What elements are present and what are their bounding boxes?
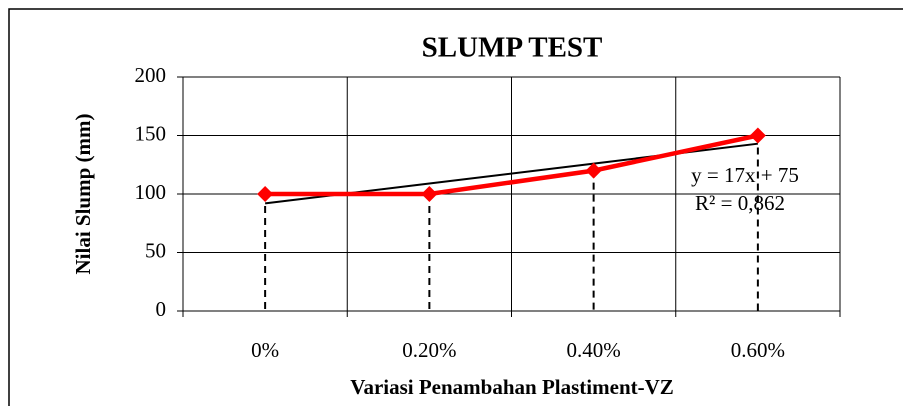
- x-tick-label: 0.20%: [402, 338, 456, 362]
- y-tick-label: 50: [145, 238, 166, 262]
- series-line: [265, 133, 759, 197]
- y-tick-label: 100: [135, 180, 167, 204]
- point-marker: [585, 162, 602, 179]
- x-tick-label: 0.60%: [731, 338, 785, 362]
- trendline-equation: y = 17x + 75: [691, 163, 799, 187]
- x-tick-label: 0%: [251, 338, 279, 362]
- point-marker: [421, 186, 438, 202]
- y-tick-label: 150: [135, 121, 167, 145]
- x-axis-label: Variasi Penambahan Plastiment-VZ: [350, 375, 674, 399]
- chart-title: SLUMP TEST: [422, 32, 603, 64]
- r-squared: R² = 0,862: [695, 191, 785, 215]
- point-marker: [257, 186, 274, 202]
- y-axis-label: Nilai Slump (mm): [71, 113, 95, 274]
- point-marker: [749, 127, 766, 144]
- chart-frame: [8, 8, 903, 406]
- y-tick-label: 200: [135, 63, 167, 87]
- y-tick-label: 0: [156, 297, 167, 321]
- x-tick-label: 0.40%: [567, 338, 621, 362]
